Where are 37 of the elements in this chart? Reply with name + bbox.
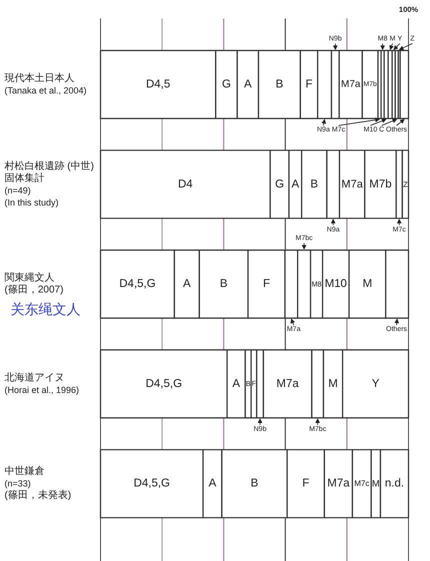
text: M7a [327, 478, 350, 490]
series-label: M7a [341, 79, 361, 90]
y-tick-label: 中世鎌倉 (n=33) (篠田，未発表) [4, 465, 72, 502]
y-tick-label: 村松白根遺跡 (中世) 固体集計 (n=49) (In this study) [4, 160, 94, 208]
series-label: G [275, 178, 284, 190]
text: A [244, 78, 252, 90]
text: F [306, 78, 313, 90]
text: M7a [276, 378, 299, 390]
text: B [250, 478, 258, 490]
text: F [263, 278, 270, 290]
series-label: M [372, 478, 380, 489]
series-label: D4,5,G [119, 278, 156, 290]
series-label: D4 [178, 178, 194, 190]
y-tick-label: 関東縄文人 (篠田，2007) [4, 272, 64, 296]
series-label: n.d. [384, 478, 404, 490]
text: B [276, 78, 284, 90]
text: F [302, 478, 310, 490]
text: 关东绳文人 [10, 301, 80, 318]
series-label: M10 [324, 278, 347, 290]
text: A [208, 478, 216, 490]
text: D4,5,G [134, 478, 170, 490]
text: D4,5,G [146, 378, 182, 390]
y-tick-label: 北海道アイヌ (Horai et al., 1996) [4, 371, 80, 395]
text: M [362, 278, 372, 290]
text: M7b [369, 178, 392, 190]
series-label: D4,5 [146, 78, 170, 90]
series-label: M7c [354, 479, 370, 488]
text: Y [372, 378, 380, 390]
series-label: A [291, 178, 300, 190]
text: M [328, 378, 338, 390]
text: B [220, 278, 228, 290]
text: M7a [341, 178, 363, 190]
y-tick-label: 現代本土日本人 (Tanaka et al., 2004) [4, 72, 87, 96]
text: B [310, 178, 318, 190]
text: A [183, 278, 191, 290]
text: G [222, 78, 231, 90]
text: A [232, 378, 240, 390]
